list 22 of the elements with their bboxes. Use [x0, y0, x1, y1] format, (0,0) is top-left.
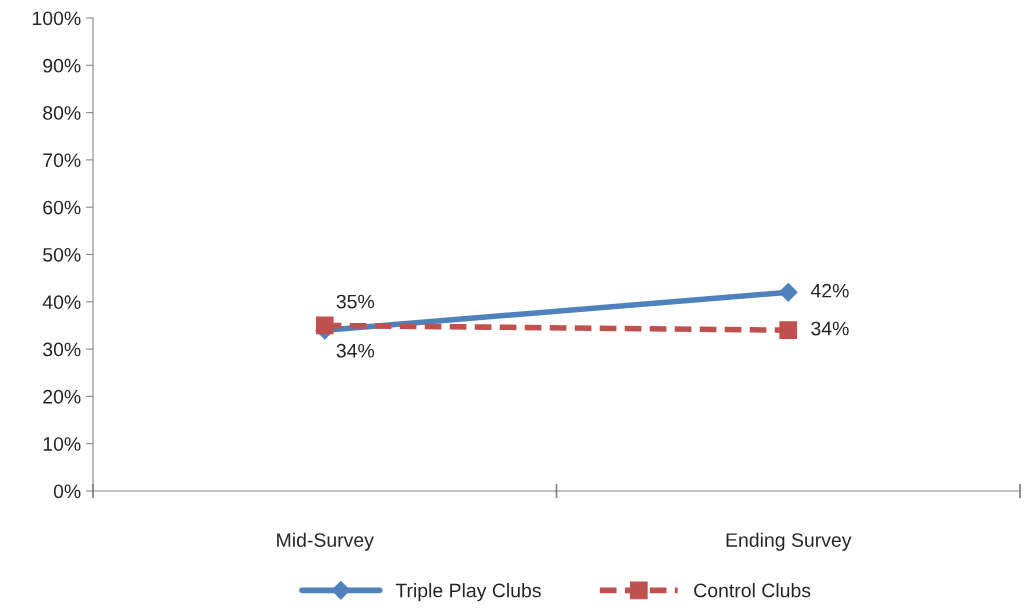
point	[779, 321, 798, 340]
x-tick-label: Mid-Survey	[277, 532, 374, 551]
y-tick-label: 50%	[43, 247, 81, 262]
data-label: 34%	[336, 343, 375, 358]
data-label: 34%	[811, 321, 849, 336]
legend-label: Control Clubs	[694, 583, 811, 598]
legend-label: Triple Play Clubs	[395, 583, 541, 602]
point	[315, 316, 334, 335]
y-tick-label: 80%	[43, 106, 81, 120]
point	[778, 282, 798, 302]
y-tick-label: 90%	[43, 58, 81, 73]
data-label: 42%	[810, 283, 849, 298]
y-tick-label: 30%	[43, 342, 81, 357]
data-label: 35%	[336, 294, 375, 309]
y-tick-label: 10%	[43, 437, 81, 451]
y-tick-label: 70%	[43, 153, 81, 168]
y-tick-label: 60%	[43, 200, 81, 215]
y-tick-label: 40%	[42, 295, 81, 310]
y-tick-label: 0%	[53, 484, 81, 499]
y-tick-label: 100%	[32, 11, 81, 26]
x-tick-label: Ending Survey	[726, 532, 852, 551]
y-tick-label: 20%	[43, 389, 81, 404]
